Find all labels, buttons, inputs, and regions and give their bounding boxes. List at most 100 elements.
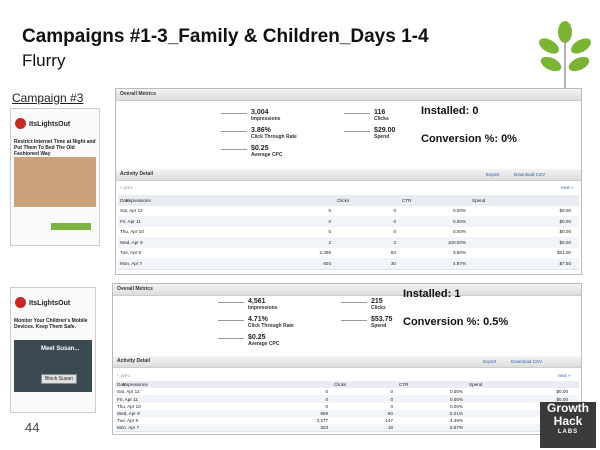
table-cell: 0.00% xyxy=(449,403,463,409)
metric-value: 4,561 xyxy=(248,298,266,305)
ad-brand: ItsLightsOut xyxy=(29,300,71,307)
table-cell: 0 xyxy=(325,389,328,395)
ad-text: Monitor Your Children's Mobile Devices. … xyxy=(14,318,88,330)
row-bg xyxy=(115,424,579,433)
table-cell: 0 xyxy=(390,389,393,395)
growth-hack-logo: Growth Hack LABS xyxy=(540,402,596,448)
next-link: next » xyxy=(558,373,571,378)
table-cell: Mon, Apr 7 xyxy=(117,425,140,431)
table-cell: Fri, Apr 11 xyxy=(120,218,141,224)
table-cell: Tue, Apr 8 xyxy=(117,418,139,424)
logo-line: Hack xyxy=(553,414,583,428)
metric-value: $53.75 xyxy=(371,316,393,323)
table-cell: 0.00% xyxy=(449,396,463,402)
column-header: Date xyxy=(120,197,130,203)
table-cell: $7.50 xyxy=(559,260,572,266)
table-cell: 0 xyxy=(325,396,328,402)
sparkline xyxy=(344,113,370,114)
ad-button xyxy=(51,223,91,230)
table-cell: Sat, Apr 12 xyxy=(120,208,143,214)
sparkline xyxy=(218,338,244,339)
table-cell: $21.00 xyxy=(556,250,571,256)
metric-value: $0.25 xyxy=(248,334,266,341)
table-cell: 30 xyxy=(390,260,396,266)
table-cell: $0.00 xyxy=(559,208,572,214)
table-cell: Sat, Apr 12 xyxy=(117,389,140,395)
sparkline xyxy=(344,131,370,132)
table-cell: 147 xyxy=(385,418,393,424)
table-cell: $0.00 xyxy=(559,218,572,224)
table-cell: 0 xyxy=(393,218,396,224)
metric-label: Click Through Rate xyxy=(251,134,297,140)
table-cell: 3.50% xyxy=(452,250,466,256)
column-header: Impressions xyxy=(123,382,148,388)
column-header: Impressions xyxy=(126,197,151,203)
activity-detail-bar: Activity Detail xyxy=(116,169,581,181)
table-cell: Thu, Apr 10 xyxy=(120,229,144,235)
ad-text: Restrict Internet Time at Night and Put … xyxy=(14,139,96,157)
metric-value: $29.00 xyxy=(374,127,396,134)
sparkline xyxy=(218,320,244,321)
metric-label: Impressions xyxy=(248,305,278,311)
table-cell: 0.00% xyxy=(452,218,466,224)
table-cell: 323 xyxy=(320,425,328,431)
table-cell: Fri, Apr 11 xyxy=(117,396,138,402)
table-cell: 84 xyxy=(390,250,396,256)
metric-value: $0.25 xyxy=(251,145,269,152)
table-cell: $0.00 xyxy=(559,229,572,235)
ad-icon xyxy=(15,118,26,129)
metric-value: 3.86% xyxy=(251,127,271,134)
table-cell: 2,398 xyxy=(319,250,332,256)
table-cell: 0 xyxy=(393,208,396,214)
slide-subtitle: Flurry xyxy=(22,51,66,70)
prev-link: « prev xyxy=(120,185,133,190)
logo-line: Growth xyxy=(547,401,589,415)
column-header: Date xyxy=(117,382,127,388)
sparkline xyxy=(221,131,247,132)
table-cell: $0.00 xyxy=(556,389,569,395)
table-cell: 0.00% xyxy=(452,229,466,235)
metric-label: Average CPC xyxy=(251,152,283,158)
metric-value: 3,004 xyxy=(251,109,269,116)
column-header: Spend xyxy=(472,197,486,203)
metric-value: 116 xyxy=(374,109,386,116)
table-cell: 18 xyxy=(387,425,393,431)
metric-label: Click Through Rate xyxy=(248,323,294,329)
table-cell: Wed, Apr 9 xyxy=(120,239,143,245)
metric-label: Impressions xyxy=(251,116,281,122)
table-cell: 100.00% xyxy=(447,239,466,245)
conversion: Conversion %: 0% xyxy=(421,133,517,145)
metric-value: 4.71% xyxy=(248,316,268,323)
table-cell: 0 xyxy=(328,208,331,214)
ad-creative: ItsLightsOut Restrict Internet Time at Ni… xyxy=(10,108,100,246)
table-cell: Mon, Apr 7 xyxy=(120,260,143,266)
table-cell: 0.00% xyxy=(449,389,463,395)
metrics-screenshot: Overall Metrics 4,561 Impressions 4.71% Clic… xyxy=(112,283,582,435)
table-cell: 50 xyxy=(387,410,393,416)
table-cell: 0 xyxy=(390,396,393,402)
sparkline xyxy=(341,320,367,321)
table-cell: 4.49% xyxy=(449,418,463,424)
table-cell: 0 xyxy=(325,403,328,409)
metric-label: Spend xyxy=(371,323,387,329)
slide-title: Campaigns #1-3_Family & Children_Days 1-… xyxy=(22,26,429,47)
export-link: Export xyxy=(483,359,497,364)
metrics-screenshot: Overall Metrics 3,004 Impressions 3.86% Clic… xyxy=(115,88,582,275)
installed: Installed: 0 xyxy=(421,105,479,117)
table-cell: 5.57% xyxy=(449,425,463,431)
table-cell: 604 xyxy=(323,260,331,266)
overall-metrics-bar: Overall Metrics xyxy=(113,284,581,296)
table-cell: 4.97% xyxy=(452,260,466,266)
table-cell: 0 xyxy=(393,229,396,235)
table-cell: 0 xyxy=(328,218,331,224)
metric-label: Spend xyxy=(374,134,390,140)
metric-label: Clicks xyxy=(371,305,386,311)
table-cell: $0.00 xyxy=(556,396,569,402)
download-csv-link: Download CSV xyxy=(514,172,546,177)
table-cell: 3,277 xyxy=(316,418,329,424)
column-header: CTR xyxy=(402,197,412,203)
table-cell: 0 xyxy=(390,403,393,409)
metric-label: Clicks xyxy=(374,116,389,122)
metric-value: 215 xyxy=(371,298,383,305)
